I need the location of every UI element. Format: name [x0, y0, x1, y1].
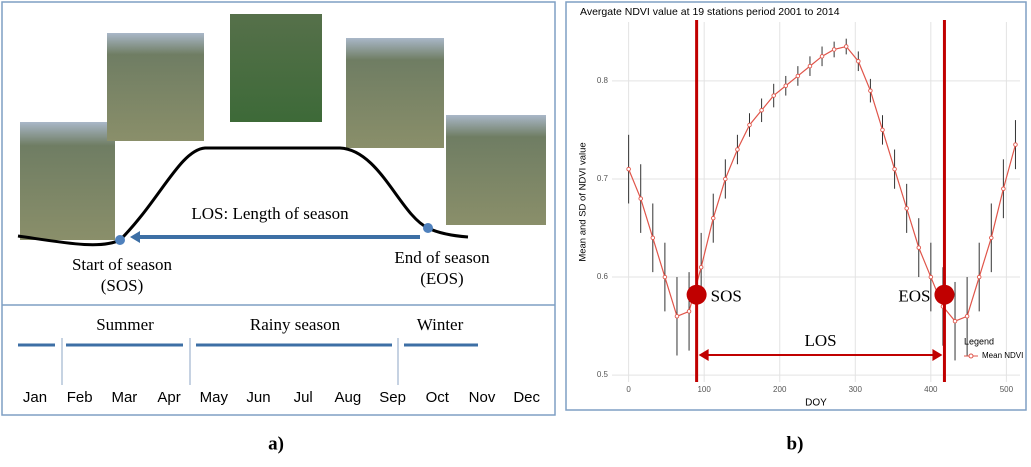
plot-area [612, 22, 1020, 382]
photo [446, 115, 546, 225]
y-tick-label: 0.7 [597, 174, 609, 183]
month-label: Feb [67, 389, 93, 406]
month-label: Nov [469, 389, 496, 406]
point [819, 54, 825, 59]
point [650, 235, 656, 241]
point [674, 314, 680, 319]
y-tick-label: 0.6 [597, 272, 609, 281]
x-tick-label: 0 [626, 385, 631, 394]
month-label: Jul [294, 389, 313, 406]
legend-swatch [968, 353, 974, 359]
event-label: EOS [898, 287, 930, 306]
panel-a-border [1, 1, 556, 416]
point [868, 88, 873, 93]
season-label: Winter [417, 315, 464, 334]
x-axis-label: DOY [805, 398, 827, 409]
eos-label: (EOS) [420, 269, 463, 288]
x-tick-label: 400 [924, 385, 938, 394]
month-label: Sep [379, 389, 406, 406]
y-tick-label: 0.8 [597, 76, 609, 85]
point [916, 245, 922, 250]
season-separators [61, 338, 399, 385]
point [880, 127, 885, 133]
month-label: Aug [335, 389, 362, 406]
point [904, 206, 909, 211]
month-label: Apr [157, 389, 180, 406]
sos-label: (SOS) [101, 276, 144, 295]
x-tick-label: 200 [773, 385, 787, 394]
span-label: LOS [804, 331, 836, 350]
chart-title: Avergate NDVI value at 19 stations perio… [580, 6, 840, 18]
legend-label: Mean NDVI [982, 351, 1023, 360]
sos-label: Start of season [72, 255, 173, 274]
point [759, 108, 764, 113]
point [710, 215, 716, 221]
point [771, 93, 776, 98]
season-label: Rainy season [250, 315, 341, 334]
photo [230, 14, 322, 122]
point [843, 44, 849, 49]
caption: b) [787, 433, 804, 454]
eos-point [423, 223, 433, 233]
panel-a: LOS: Length of season Start of season (S… [1, 1, 556, 416]
x-tick-label: 300 [849, 385, 863, 394]
event-label: SOS [711, 287, 742, 306]
event-marker [934, 284, 955, 305]
point [747, 122, 752, 128]
months: Jan Feb Mar Apr May Jun Jul Aug Sep Oct Nov Dec [23, 389, 541, 406]
y-tick-label: 0.5 [597, 370, 609, 379]
month-label: Mar [111, 389, 137, 406]
season-label: Summer [96, 315, 154, 334]
photo [107, 33, 204, 141]
point [638, 196, 643, 201]
panel-b: Avergate NDVI value at 19 stations perio… [565, 1, 1027, 411]
point [626, 166, 631, 172]
point [807, 63, 813, 69]
x-tick-label: 100 [697, 385, 711, 394]
point [686, 309, 692, 314]
point [1001, 186, 1006, 192]
point [976, 274, 982, 280]
caption: a) [268, 433, 284, 454]
point [831, 47, 837, 52]
point [698, 264, 704, 270]
point [952, 318, 958, 324]
arrow-head [130, 231, 140, 243]
point [783, 83, 789, 89]
event-marker [686, 284, 707, 305]
point [989, 235, 994, 241]
sos-point [115, 235, 125, 245]
eos-label: End of season [394, 248, 490, 267]
point [735, 147, 740, 152]
point [662, 274, 668, 280]
legend-title: Legend [964, 336, 994, 346]
photo [20, 122, 115, 240]
month-label: Oct [426, 389, 450, 406]
point [928, 274, 934, 280]
photo [346, 38, 444, 148]
point [1013, 142, 1018, 147]
point [723, 176, 728, 182]
y-axis-label: Mean and SD of NDVI value [578, 142, 589, 261]
month-label: Dec [513, 389, 540, 406]
month-label: Jan [23, 389, 47, 406]
month-label: Jun [246, 389, 270, 406]
los-label: LOS: Length of season [191, 204, 349, 223]
month-label: May [200, 389, 229, 406]
x-tick-label: 500 [1000, 385, 1014, 394]
point [856, 58, 861, 64]
point [795, 73, 801, 79]
point [892, 166, 897, 172]
point [964, 314, 970, 319]
